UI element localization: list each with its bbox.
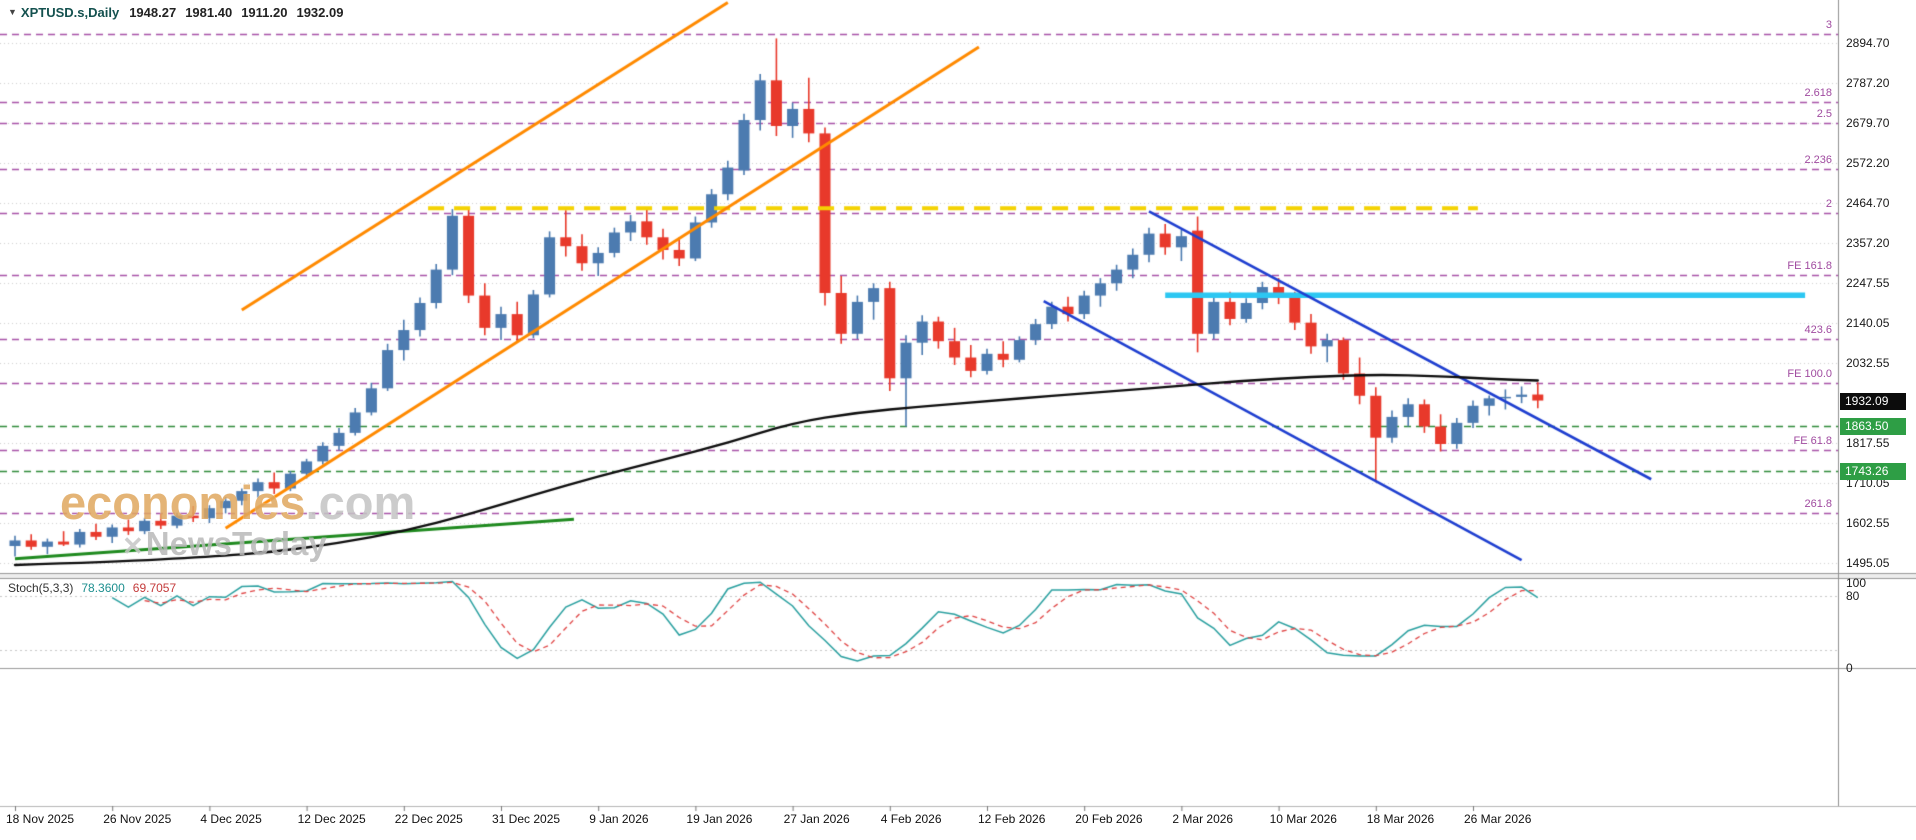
ohlc-low: 1911.20 — [241, 5, 288, 20]
stoch-d-value: 69.7057 — [132, 581, 177, 595]
ohlc-close: 1932.09 — [296, 5, 344, 20]
symbol-marker-icon: ▼ — [8, 7, 17, 17]
ohlc-open: 1948.27 — [129, 5, 177, 20]
stoch-name: Stoch(5,3,3) — [8, 581, 74, 595]
symbol-header: ▼ XPTUSD.s,Daily 1948.27 1981.40 1911.20 1932… — [8, 5, 352, 20]
stoch-k-value: 78.3600 — [81, 581, 125, 595]
symbol-name: XPTUSD.s,Daily — [20, 5, 120, 20]
stoch-indicator-label: Stoch(5,3,3) 78.3600 69.7057 — [8, 581, 176, 595]
ohlc-high: 1981.40 — [185, 5, 233, 20]
